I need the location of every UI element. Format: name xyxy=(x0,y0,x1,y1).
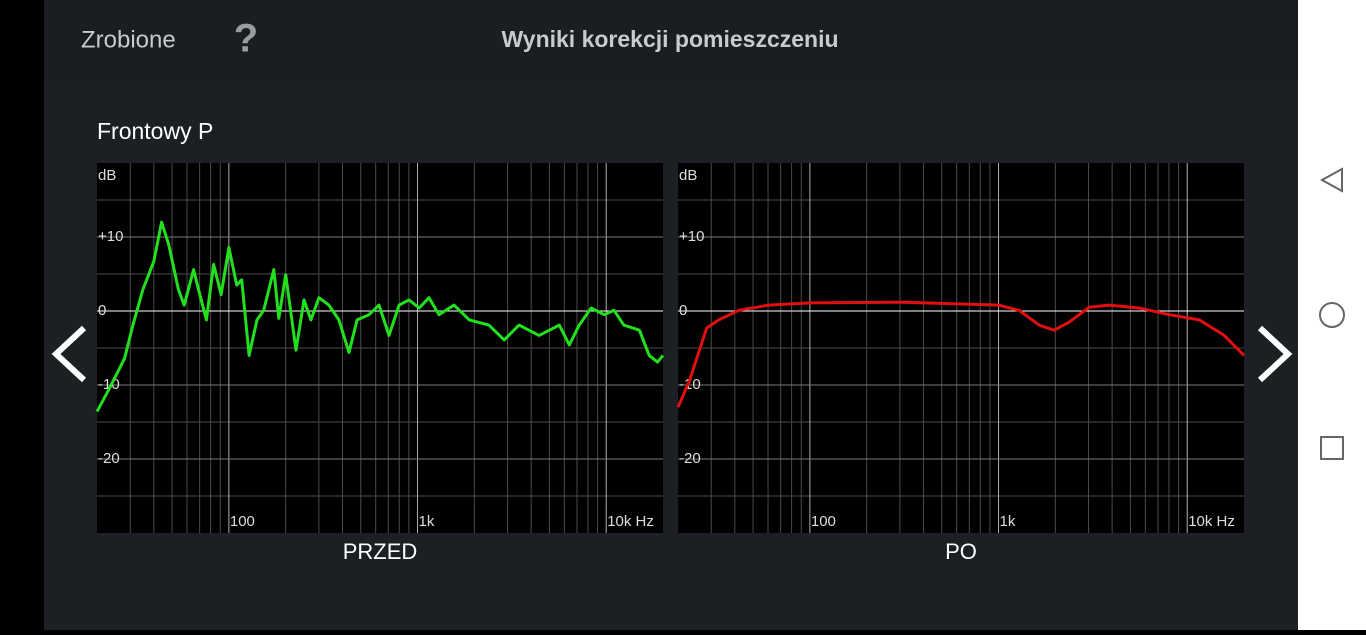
x-tick-label: 10k Hz xyxy=(1188,513,1235,530)
series-line xyxy=(676,300,1246,408)
x-tick-label: 1k xyxy=(1000,513,1016,530)
y-tick-label: 0 xyxy=(98,302,106,319)
x-tick-label: 100 xyxy=(811,513,836,530)
y-tick-label: 0 xyxy=(679,302,687,319)
y-tick-label: +10 xyxy=(98,228,123,245)
help-button[interactable]: ? xyxy=(234,17,258,61)
nav-back[interactable] xyxy=(1319,167,1343,193)
y-tick-label: +10 xyxy=(679,228,704,245)
y-tick-label: -20 xyxy=(679,450,701,467)
y-axis-label: dB xyxy=(679,167,697,184)
y-axis-label: dB xyxy=(98,167,116,184)
y-tick-label: -20 xyxy=(98,450,120,467)
chart-title: PO xyxy=(945,539,977,564)
header-bar xyxy=(44,0,1298,80)
page-title: Wyniki korekcji pomieszczeniu xyxy=(501,26,838,52)
done-button[interactable]: Zrobione xyxy=(81,26,176,53)
nav-recent[interactable] xyxy=(1320,436,1344,460)
nav-bar xyxy=(1298,0,1366,630)
x-tick-label: 10k Hz xyxy=(607,513,654,530)
section-title: Frontowy P xyxy=(97,118,213,144)
x-tick-label: 100 xyxy=(230,513,255,530)
chart-title: PRZED xyxy=(343,539,418,564)
series-line xyxy=(95,220,665,413)
next-arrow[interactable] xyxy=(1257,325,1293,383)
nav-home[interactable] xyxy=(1319,302,1345,328)
x-tick-label: 1k xyxy=(419,513,435,530)
prev-arrow[interactable] xyxy=(51,325,87,383)
